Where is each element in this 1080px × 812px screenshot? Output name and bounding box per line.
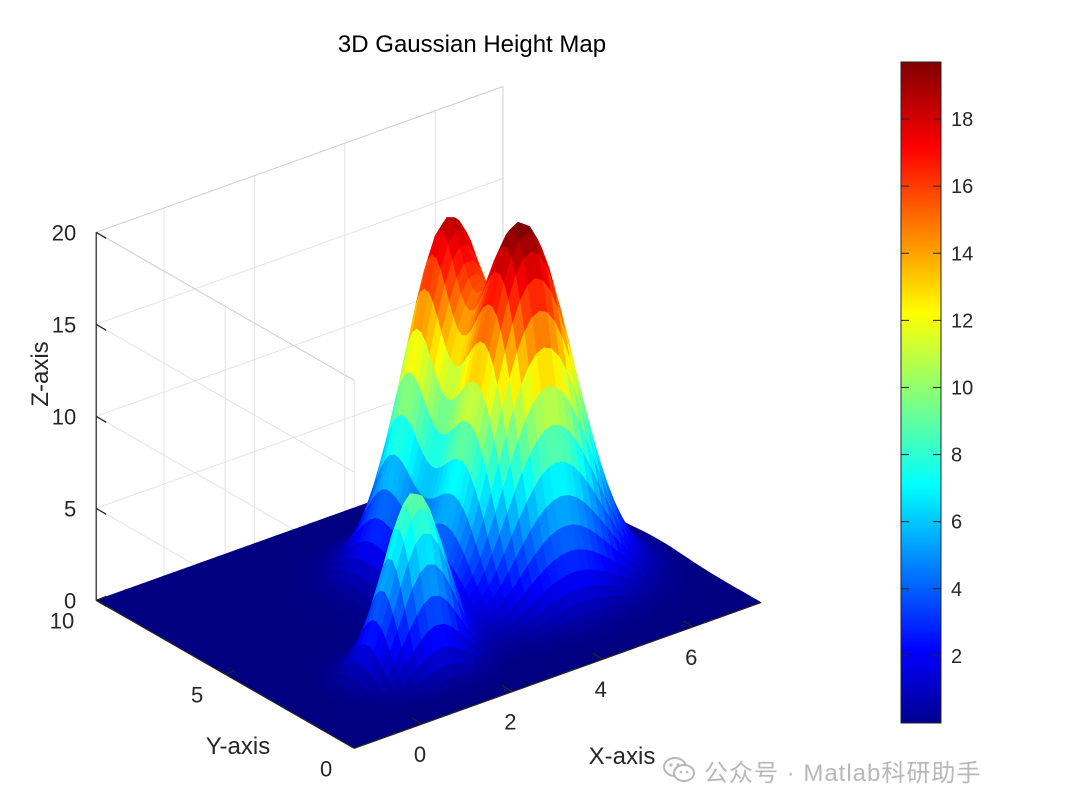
z-tick <box>95 415 107 423</box>
x-tick-label: 6 <box>685 645 697 670</box>
colorbar-tick-label: 16 <box>951 176 973 198</box>
y-tick-label: 10 <box>50 608 74 633</box>
colorbar-tick-label: 8 <box>951 445 962 467</box>
colorbar <box>900 61 942 724</box>
colorbar-tick-label: 12 <box>951 310 973 332</box>
y-tick-label: 5 <box>191 682 203 707</box>
gaussian-surface <box>95 217 762 749</box>
colorbar-tick-label: 4 <box>951 579 962 601</box>
y-tick-label: 0 <box>320 756 332 781</box>
z-tick-label: 10 <box>52 404 76 429</box>
colorbar-tick-label: 14 <box>951 243 973 265</box>
x-tick-label: 2 <box>504 710 516 735</box>
z-tick-label: 15 <box>52 312 76 337</box>
z-tick <box>95 323 107 331</box>
y-axis-title: Y-axis <box>206 733 270 760</box>
y-tick <box>224 669 236 675</box>
z-tick-label: 5 <box>64 496 76 521</box>
wechat-icon <box>663 757 695 782</box>
colorbar-ticks: 2 4 6 8 10 12 14 16 18 <box>901 109 973 668</box>
watermark-text: 公众号 · Matlab科研助手 <box>704 759 982 787</box>
colorbar-tick-label: 2 <box>951 646 962 668</box>
box-edge <box>96 86 504 233</box>
z-tick-label: 20 <box>52 220 76 245</box>
y-tick <box>353 743 365 749</box>
x-tick <box>502 685 513 693</box>
x-tick <box>682 620 694 628</box>
x-tick <box>411 717 423 725</box>
z-tick <box>95 231 107 239</box>
x-axis-title: X-axis <box>589 743 656 770</box>
x-tick-label: 0 <box>414 742 426 767</box>
y-tick <box>95 595 107 601</box>
watermark: 公众号 · Matlab科研助手 <box>662 752 1062 788</box>
z-tick <box>95 507 107 515</box>
z-tick <box>95 599 107 607</box>
z-axis-title: Z-axis <box>27 341 54 406</box>
colorbar-tick-label: 18 <box>951 109 973 131</box>
plot-title: 3D Gaussian Height Map <box>338 31 606 58</box>
z-tick-label: 0 <box>64 588 76 613</box>
colorbar-tick-label: 10 <box>951 377 973 399</box>
box-edge <box>95 231 355 381</box>
x-tick <box>592 652 604 660</box>
colorbar-tick-label: 6 <box>951 512 962 534</box>
x-tick-label: 4 <box>595 677 607 702</box>
